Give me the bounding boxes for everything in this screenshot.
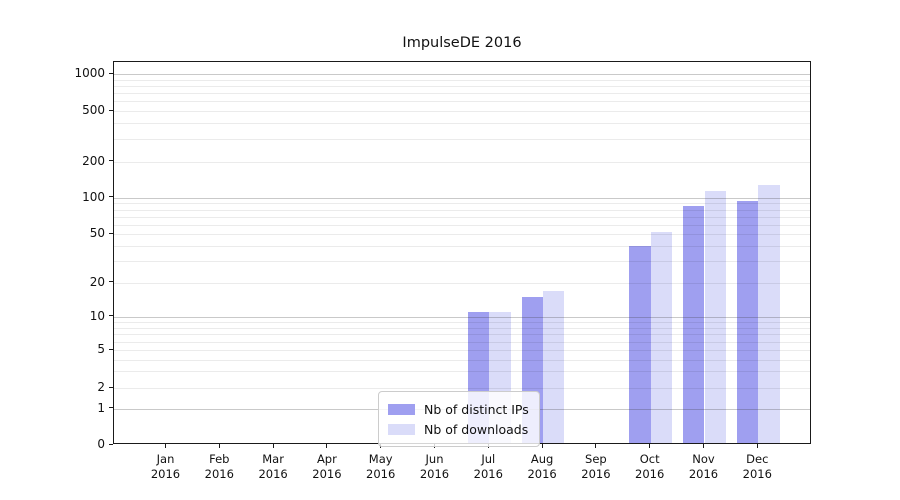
bar-oct-downloads — [650, 232, 673, 443]
y-tick-mark — [109, 281, 113, 283]
y-tick-label: 50 — [89, 226, 105, 241]
x-tick-label: Jul 2016 — [461, 452, 515, 482]
legend-item: Nb of downloads — [388, 419, 529, 439]
x-tick-month: Jan — [156, 452, 175, 466]
x-tick-year: 2016 — [742, 467, 772, 481]
x-tick-mark — [756, 444, 758, 448]
x-tick-mark — [649, 444, 651, 448]
x-tick-label: May 2016 — [354, 452, 408, 482]
x-tick-mark — [326, 444, 328, 448]
x-tick-mark — [703, 444, 704, 448]
x-tick-year: 2016 — [204, 467, 234, 481]
x-tick-mark — [272, 444, 274, 448]
legend-item: Nb of distinct IPs — [388, 399, 529, 419]
x-tick-label: Aug 2016 — [515, 452, 569, 482]
x-tick-label: Jun 2016 — [408, 452, 462, 482]
legend-swatch — [388, 423, 415, 435]
gridline-major — [114, 74, 810, 75]
y-tick-mark — [109, 72, 113, 74]
x-tick-mark — [541, 444, 543, 448]
x-tick-year: 2016 — [150, 467, 181, 481]
bar-oct-ips — [629, 246, 651, 443]
y-tick-label: 100 — [82, 189, 105, 204]
y-tick-label: 1000 — [74, 66, 105, 80]
x-tick-label: Oct 2016 — [623, 452, 677, 482]
y-tick-mark — [109, 160, 113, 162]
gridline-minor — [114, 85, 810, 87]
gridline-minor — [114, 101, 810, 103]
y-tick-mark — [109, 407, 113, 409]
y-tick-mark — [109, 315, 113, 317]
x-tick-label: Jan 2016 — [139, 452, 193, 482]
x-tick-label: Feb 2016 — [192, 452, 246, 482]
y-tick-label: 500 — [82, 103, 105, 118]
x-tick-month: Dec — [746, 452, 769, 466]
x-tick-label: Apr 2016 — [300, 452, 354, 482]
x-tick-month: Jul — [481, 452, 496, 466]
chart-title: ImpulseDE 2016 — [402, 35, 522, 51]
x-tick-label: Mar 2016 — [246, 452, 300, 482]
legend-label: Nb of distinct IPs — [424, 401, 529, 417]
legend-label: Nb of downloads — [424, 421, 529, 437]
x-tick-month: May — [368, 452, 393, 466]
y-tick-label: 2 — [97, 380, 105, 395]
x-tick-year: 2016 — [581, 467, 611, 481]
y-tick-mark — [109, 386, 113, 388]
x-tick-mark — [218, 444, 220, 448]
x-tick-month: Oct — [639, 452, 660, 466]
y-tick-label: 0 — [97, 437, 105, 451]
x-tick-year: 2016 — [473, 467, 503, 481]
gridline-minor — [114, 161, 810, 163]
gridline-minor — [114, 123, 810, 125]
x-tick-year: 2016 — [312, 467, 342, 481]
gridline-minor — [114, 139, 810, 141]
y-tick-mark — [109, 109, 113, 111]
x-tick-year: 2016 — [419, 467, 450, 481]
x-tick-month: Feb — [209, 452, 230, 466]
x-tick-month: Mar — [262, 452, 284, 466]
plot-area: Nb of distinct IPs Nb of downloads — [113, 61, 811, 447]
x-tick-mark — [165, 444, 166, 448]
x-tick-label: Sep 2016 — [569, 452, 623, 482]
y-tick-label: 200 — [82, 153, 105, 168]
gridline-minor — [114, 93, 810, 95]
x-tick-year: 2016 — [688, 467, 719, 481]
bar-nov-ips — [683, 206, 705, 443]
x-tick-mark — [595, 444, 597, 448]
x-tick-year: 2016 — [366, 467, 396, 481]
gridline-minor — [114, 79, 810, 81]
x-tick-month: Sep — [585, 452, 607, 466]
gridline-minor — [114, 111, 810, 113]
x-tick-label: Dec 2016 — [730, 452, 784, 482]
y-tick-mark — [109, 232, 113, 234]
x-tick-month: Aug — [530, 452, 554, 466]
x-tick-year: 2016 — [258, 467, 288, 481]
y-tick-mark — [109, 443, 113, 445]
x-tick-label: Nov 2016 — [677, 452, 731, 482]
y-tick-mark — [109, 348, 113, 350]
x-tick-month: Nov — [692, 452, 715, 466]
x-tick-year: 2016 — [635, 467, 665, 481]
y-tick-label: 10 — [89, 308, 105, 323]
y-tick-label: 20 — [89, 274, 105, 289]
x-tick-year: 2016 — [527, 467, 557, 481]
legend: Nb of distinct IPs Nb of downloads — [378, 391, 540, 447]
legend-swatch — [388, 403, 415, 415]
y-tick-label: 1 — [97, 400, 105, 415]
x-tick-month: Apr — [316, 452, 337, 466]
y-tick-label: 5 — [97, 342, 105, 357]
x-tick-month: Jun — [425, 452, 444, 466]
bar-nov-downloads — [704, 191, 726, 443]
bar-aug-downloads — [543, 290, 565, 443]
bar-dec-ips — [736, 200, 759, 443]
y-tick-mark — [109, 196, 113, 198]
bar-dec-downloads — [758, 185, 780, 443]
